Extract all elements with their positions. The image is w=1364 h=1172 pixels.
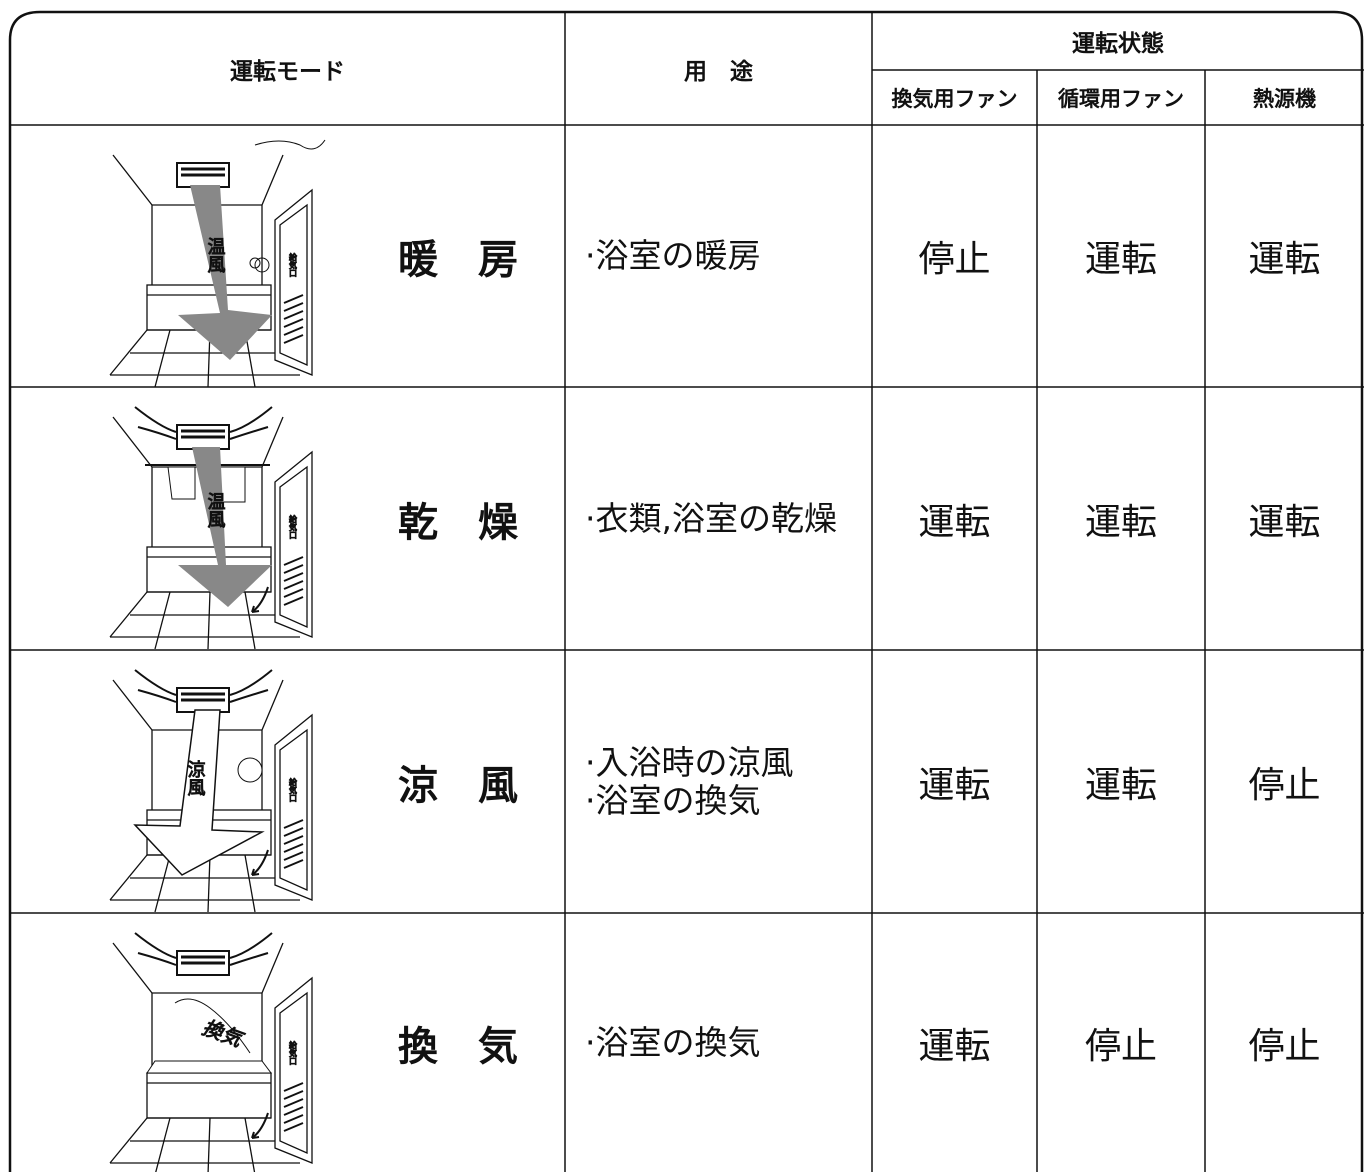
art-label: 給気口 — [289, 1040, 298, 1065]
state-value: 停止 — [1084, 1025, 1157, 1067]
mode-name: 涼 風 — [398, 762, 518, 809]
art-label: 温風 — [205, 237, 226, 273]
use-cell: ·浴室の暖房 — [565, 125, 872, 387]
use-cell: ·衣類,浴室の乾燥 — [565, 387, 872, 650]
state-value: 運転 — [1084, 764, 1157, 806]
use-line: ·衣類,浴室の乾燥 — [585, 498, 837, 538]
mode-name: 換 気 — [398, 1023, 518, 1070]
state-value: 停止 — [1248, 1025, 1321, 1067]
use-line: ·浴室の換気 — [585, 1022, 761, 1062]
art-label: 涼風 — [185, 760, 206, 796]
header-use: 用 途 — [684, 58, 753, 85]
header-mode: 運転モード — [230, 58, 345, 85]
art-label: 温風 — [205, 492, 226, 528]
use-line: ·浴室の暖房 — [585, 236, 761, 276]
use-cell: ·浴室の換気 — [565, 913, 872, 1172]
header-col: 換気用ファン — [891, 86, 1018, 111]
state-value: 運転 — [1248, 239, 1321, 280]
mode-name: 乾 燥 — [398, 499, 518, 546]
illustration-cool: 涼風 給気口 — [108, 669, 314, 914]
mode-name: 暖 房 — [398, 237, 518, 283]
state-value: 運転 — [918, 1025, 991, 1067]
art-label: 給気口 — [289, 252, 298, 277]
state-value: 停止 — [918, 239, 991, 280]
state-value: 運転 — [1248, 501, 1321, 543]
header-col: 熱源機 — [1253, 86, 1316, 111]
header-state: 運転状態 — [1072, 31, 1164, 57]
art-label: 給気口 — [289, 777, 298, 802]
illustration-drying: 温風 給気口 — [108, 406, 314, 651]
illustration-heating: 温風 給気口 — [108, 139, 326, 389]
state-value: 運転 — [1084, 501, 1157, 543]
use-line: ·入浴時の涼風 — [585, 742, 794, 782]
state-value: 停止 — [1248, 764, 1321, 806]
state-value: 運転 — [918, 764, 991, 806]
use-line: ·浴室の換気 — [585, 780, 761, 820]
art-label: 給気口 — [289, 514, 298, 539]
state-value: 運転 — [1084, 239, 1157, 280]
state-value: 運転 — [918, 501, 991, 543]
header-col: 循環用ファン — [1058, 86, 1184, 111]
use-cell: ·入浴時の涼風 ·浴室の換気 — [565, 650, 872, 913]
